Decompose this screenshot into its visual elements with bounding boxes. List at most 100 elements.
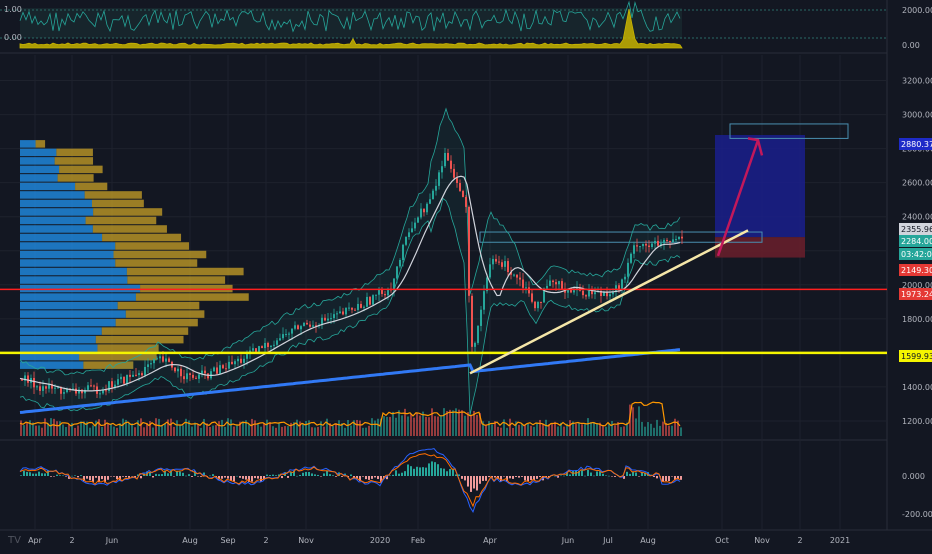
volume-bar [317, 426, 319, 436]
candle-body [618, 285, 620, 291]
price-tag-label: 03:42:03 [901, 250, 932, 259]
macd-histogram-bar [398, 473, 400, 476]
time-axis-label: Feb [411, 536, 425, 545]
macd-histogram-bar [422, 467, 424, 476]
macd-histogram-bar [170, 470, 172, 476]
candle-body [492, 258, 494, 265]
candle-body [369, 296, 371, 305]
price-axis-label: 2000.000 [902, 281, 932, 290]
candle-body [276, 340, 278, 345]
macd-histogram-bar [152, 476, 154, 478]
candle-body [636, 245, 638, 247]
volume-bar [83, 421, 85, 436]
macd-histogram-bar [323, 473, 325, 476]
candle-body [132, 374, 134, 377]
candle-body [480, 309, 482, 326]
volume-bar [236, 425, 238, 436]
macd-histogram-bar [53, 476, 55, 477]
candle-body [36, 386, 38, 388]
candle-body [258, 346, 260, 352]
volume-bar [461, 410, 463, 436]
volume-bar [251, 418, 253, 436]
volume-bar [638, 406, 640, 436]
volume-bar [227, 418, 229, 436]
candle-body [501, 262, 503, 267]
macd-histogram-bar [590, 472, 592, 476]
candle-body [402, 244, 404, 260]
candle-body [543, 288, 545, 303]
macd-histogram-bar [62, 475, 64, 477]
volume-bar [545, 419, 547, 436]
volume-bar [47, 423, 49, 436]
candle-body [138, 373, 140, 375]
candle-body [387, 288, 389, 296]
volume-bar [86, 421, 88, 436]
volume-bar [149, 421, 151, 436]
candle-body [102, 390, 104, 394]
macd-histogram-bar [365, 476, 367, 480]
candle-body [312, 325, 314, 327]
time-axis-label: Jun [561, 536, 575, 545]
macd-histogram-bar [611, 476, 613, 477]
volume-bar [665, 422, 667, 436]
volume-bar [152, 427, 154, 436]
macd-histogram-bar [95, 476, 97, 478]
candle-body [261, 346, 263, 349]
volume-bar [119, 423, 121, 436]
candle-body [486, 277, 488, 292]
candle-body [474, 342, 476, 347]
macd-histogram-bar [395, 470, 397, 476]
macd-histogram-bar [596, 471, 598, 476]
candle-body [660, 243, 662, 246]
candle-body [75, 388, 77, 394]
macd-histogram-bar [503, 476, 505, 477]
candle-body [603, 292, 605, 297]
candle-body [585, 295, 587, 297]
macd-histogram-bar [653, 476, 655, 478]
candle-body [414, 222, 416, 229]
candle-body [54, 387, 56, 389]
volume-bar [410, 414, 412, 436]
tradingview-logo: TV [7, 535, 21, 546]
volume-bar [248, 424, 250, 436]
candle-body [537, 301, 539, 309]
macd-histogram-bar [41, 473, 43, 476]
candle-body [519, 277, 521, 280]
volume-bar [560, 422, 562, 436]
candle-body [522, 279, 524, 288]
macd-histogram-bar [656, 476, 658, 479]
volume-profile-up-bar [20, 233, 103, 242]
volume-bar [548, 424, 550, 436]
volume-bar [188, 420, 190, 436]
candle-body [450, 160, 452, 169]
candle-body [255, 348, 257, 352]
candle-body [552, 280, 554, 283]
macd-histogram-bar [248, 476, 250, 482]
macd-histogram-bar [257, 476, 259, 479]
volume-bar [443, 408, 445, 436]
volume-bar [608, 423, 610, 436]
volume-profile-up-bar [20, 318, 116, 327]
time-axis-label: 2021 [830, 536, 850, 545]
volume-bar [254, 420, 256, 436]
macd-histogram-bar [665, 476, 667, 482]
time-axis-label: 2 [797, 536, 802, 545]
macd-histogram-bar [173, 476, 175, 477]
volume-bar [368, 425, 370, 436]
volume-bar [659, 425, 661, 436]
candle-body [672, 239, 674, 243]
volume-profile-down-bar [126, 267, 244, 276]
volume-bar [65, 426, 67, 436]
candle-body [108, 381, 110, 391]
volume-bar [554, 421, 556, 436]
volume-profile-down-bar [35, 140, 46, 148]
candle-body [333, 314, 335, 319]
macd-histogram-bar [470, 476, 472, 492]
macd-histogram-bar [20, 475, 22, 476]
volume-bar [434, 416, 436, 436]
macd-histogram-bar [92, 476, 94, 482]
volume-profile-up-bar [20, 267, 127, 276]
candle-body [357, 303, 359, 310]
volume-bar [71, 422, 73, 436]
